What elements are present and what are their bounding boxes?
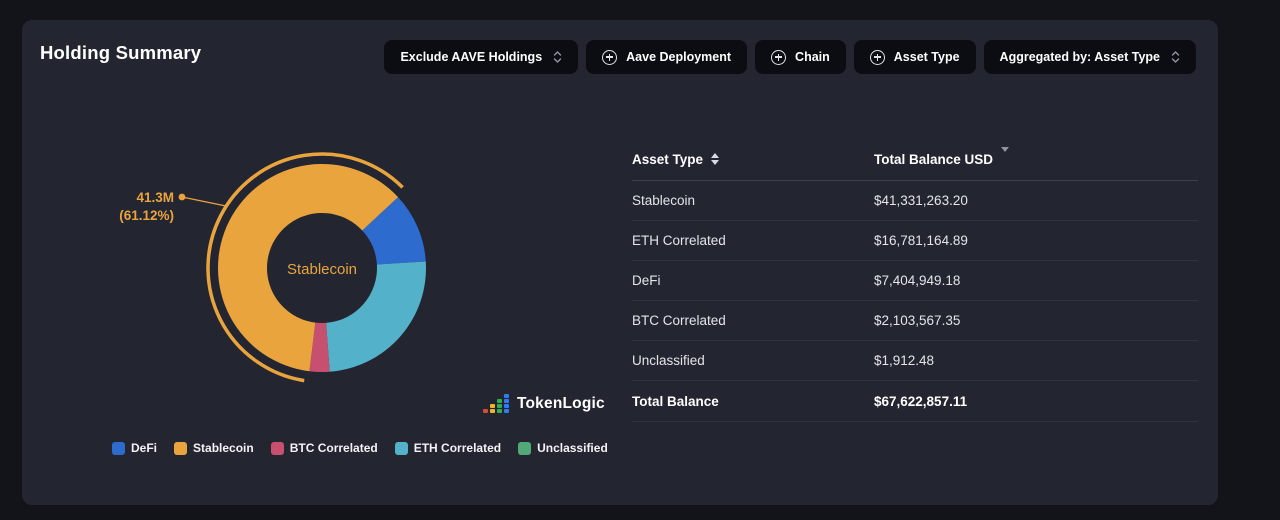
legend-label: BTC Correlated — [289, 441, 378, 455]
plus-circle-icon — [869, 49, 885, 65]
callout-percent: (61.12%) — [119, 208, 174, 223]
pie-slice-stablecoin[interactable] — [218, 163, 399, 372]
legend-label: ETH Correlated — [413, 441, 502, 455]
pie-slice-defi[interactable] — [362, 197, 426, 265]
bar-chart-logo-icon — [483, 394, 509, 413]
legend-label: Unclassified — [537, 441, 608, 455]
aggregated-select-label: Aggregated by: Asset Type — [999, 50, 1160, 64]
holding-summary-card: Holding Summary Exclude AAVE Holdings Aa… — [22, 20, 1218, 505]
legend-swatch — [518, 441, 532, 455]
callout-value: 41.3M — [136, 190, 174, 205]
highlighted-slice-ring — [206, 152, 404, 383]
holdings-table: Asset Type Total Balance USD Stablecoin $… — [632, 138, 1198, 422]
chart-legend: DeFi Stablecoin BTC Correlated ETH Correlat… — [112, 441, 608, 455]
table-row-eth-correlated: ETH Correlated $16,781,164.89 — [632, 221, 1198, 261]
toolbar: Exclude AAVE Holdings Aave Deployment Ch… — [384, 40, 1196, 74]
aave-deployment-filter-button[interactable]: Aave Deployment — [586, 40, 748, 74]
cell-asset-type: BTC Correlated — [632, 313, 726, 328]
table-row-btc-correlated: BTC Correlated $2,103,567.35 — [632, 301, 1198, 341]
cell-total-balance-usd: $41,331,263.20 — [874, 193, 968, 208]
page-title: Holding Summary — [40, 42, 202, 63]
callout-dot — [178, 193, 186, 201]
cell-asset-type: Stablecoin — [632, 193, 696, 208]
legend-swatch — [394, 441, 408, 455]
exclude-select-label: Exclude AAVE Holdings — [400, 50, 543, 64]
chain-filter-button[interactable]: Chain — [755, 40, 846, 74]
aggregated-by-select[interactable]: Aggregated by: Asset Type — [983, 40, 1196, 74]
legend-swatch — [174, 441, 188, 455]
holdings-donut-chart[interactable]: 41.3M (61.12%) Stablecoin — [22, 20, 622, 485]
table-footer-row: Total Balance $67,622,857.11 — [632, 381, 1198, 422]
column-header-asset-type[interactable]: Asset Type — [632, 152, 874, 167]
cell-total-balance-usd: $16,781,164.89 — [874, 233, 968, 248]
pie-slice-eth-correlated[interactable] — [326, 261, 427, 372]
sort-desc-icon — [1001, 146, 1010, 167]
cell-total-balance-usd: $2,103,567.35 — [874, 313, 961, 328]
table-header-row: Asset Type Total Balance USD — [632, 138, 1198, 181]
chevron-up-down-icon — [1171, 51, 1180, 63]
legend-label: DeFi — [131, 441, 158, 455]
asset-type-label: Asset Type — [893, 50, 960, 64]
column-header-total-balance-usd[interactable]: Total Balance USD — [874, 146, 1198, 167]
total-balance-value: $67,622,857.11 — [874, 393, 968, 409]
pie-slice-btc-correlated[interactable] — [309, 322, 330, 372]
legend-swatch — [270, 441, 284, 455]
legend-item-stablecoin[interactable]: Stablecoin — [174, 441, 254, 455]
cell-asset-type: Unclassified — [632, 353, 705, 368]
table-body: Stablecoin $41,331,263.20 ETH Correlated $1… — [632, 181, 1198, 381]
chain-label: Chain — [795, 50, 830, 64]
plus-circle-icon — [602, 49, 618, 65]
legend-swatch — [112, 441, 125, 455]
legend-item-eth-correlated[interactable]: ETH Correlated — [394, 441, 502, 455]
legend-item-btc-correlated[interactable]: BTC Correlated — [270, 441, 378, 455]
cell-asset-type: ETH Correlated — [632, 233, 726, 248]
legend-item-unclassified[interactable]: Unclassified — [518, 441, 608, 455]
chevron-up-down-icon — [553, 51, 562, 63]
cell-total-balance-usd: $7,404,949.18 — [874, 273, 961, 288]
asset-type-header-label: Asset Type — [632, 151, 704, 167]
table-row-stablecoin: Stablecoin $41,331,263.20 — [632, 181, 1198, 221]
legend-item-defi[interactable]: DeFi — [112, 441, 157, 455]
table-row-defi: DeFi $7,404,949.18 — [632, 261, 1198, 301]
total-balance-header-label: Total Balance USD — [874, 151, 994, 167]
aave-deployment-label: Aave Deployment — [626, 50, 732, 64]
callout-leader-line — [181, 196, 227, 207]
tokenlogic-logo: TokenLogic — [483, 394, 605, 413]
cell-total-balance-usd: $1,912.48 — [874, 353, 935, 368]
exclude-aave-holdings-select[interactable]: Exclude AAVE Holdings — [384, 40, 579, 74]
cell-asset-type: DeFi — [632, 273, 661, 288]
logo-text: TokenLogic — [517, 394, 605, 412]
asset-type-filter-button[interactable]: Asset Type — [853, 40, 976, 74]
table-row-unclassified: Unclassified $1,912.48 — [632, 341, 1198, 381]
total-balance-label: Total Balance — [632, 393, 719, 409]
plus-circle-icon — [771, 49, 787, 65]
sort-both-icon — [711, 153, 720, 165]
legend-label: Stablecoin — [193, 441, 254, 455]
donut-center-label: Stablecoin — [287, 261, 357, 278]
